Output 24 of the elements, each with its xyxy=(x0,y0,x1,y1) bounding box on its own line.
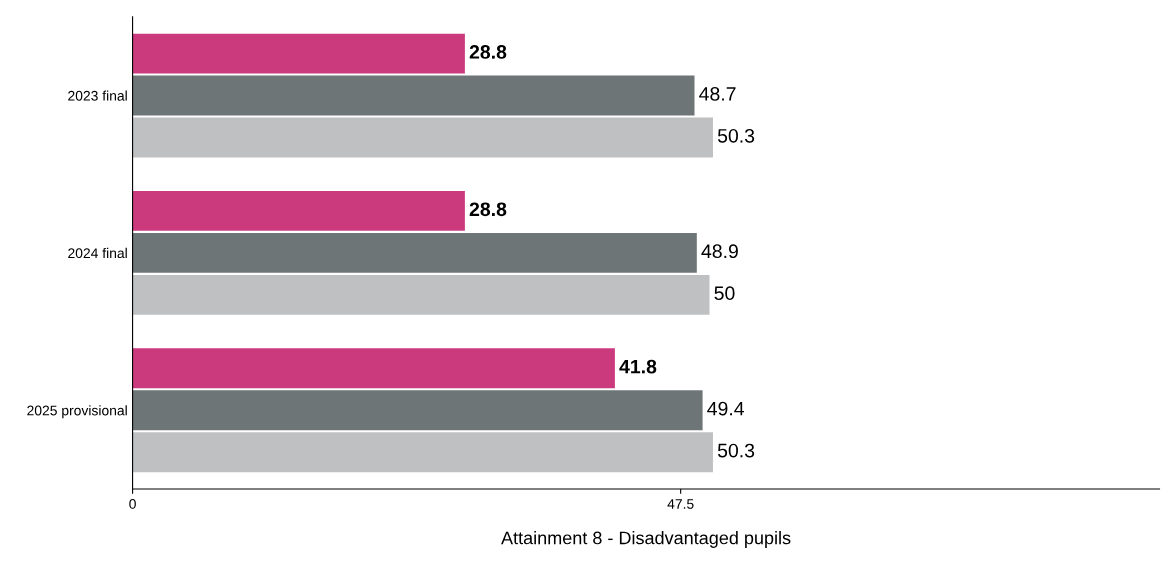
x-tick-label: 47.5 xyxy=(667,499,694,509)
y-tick-label: 2025 provisional xyxy=(27,405,127,419)
bar xyxy=(132,75,695,116)
data-label: 50 xyxy=(714,286,735,301)
y-tick-label: 2024 final xyxy=(68,247,127,259)
x-axis-title: Attainment 8 - Disadvantaged pupils xyxy=(501,531,791,548)
bar xyxy=(132,390,703,431)
bar xyxy=(132,274,710,315)
data-label: 50.3 xyxy=(717,128,755,143)
data-label: 48.9 xyxy=(701,244,738,259)
data-label: 28.8 xyxy=(469,202,507,217)
data-label: 28.8 xyxy=(469,45,507,59)
data-label: 49.4 xyxy=(707,401,745,416)
data-label: 48.7 xyxy=(699,86,736,101)
x-tick-label: 0 xyxy=(129,499,136,509)
bar xyxy=(132,33,465,74)
bar xyxy=(132,191,465,231)
y-tick-label: 2023 final xyxy=(68,90,127,101)
bar xyxy=(132,348,615,389)
bar xyxy=(132,232,697,273)
data-label: 50.3 xyxy=(717,443,755,458)
bar xyxy=(132,432,713,473)
bar xyxy=(132,117,713,158)
data-label: 41.8 xyxy=(619,359,657,374)
